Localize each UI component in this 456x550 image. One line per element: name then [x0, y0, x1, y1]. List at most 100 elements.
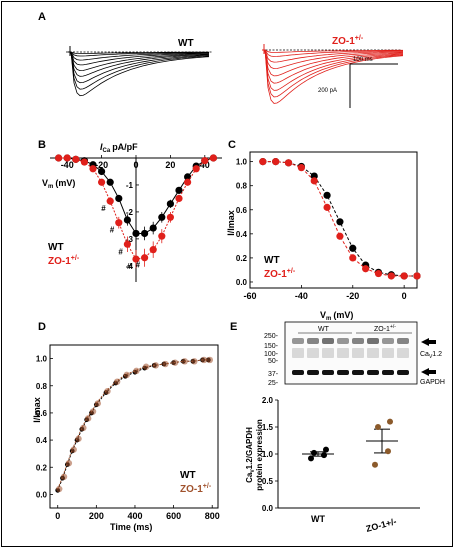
b-point — [149, 246, 157, 254]
d-plot-area: 0 200 400 600 800 0.0 0.2 0.4 0.6 0.8 1.0 — [36, 344, 220, 521]
d-legend-zo: ZO-1+/- — [180, 483, 212, 495]
marker-150: 150- — [264, 343, 279, 350]
panel-b-iv-curve: ICa pA/pF Vm (mV) -40 -20 0 20 40-1-2-3-4#### #… — [42, 142, 222, 282]
b-point — [141, 229, 149, 238]
c-x-tick-label: 0 — [402, 291, 407, 301]
b-point — [123, 240, 131, 248]
b-x-tick-label: -40 — [61, 160, 74, 170]
cav-smear — [337, 348, 349, 358]
b-point — [184, 178, 192, 186]
panel-label-c: C — [228, 139, 236, 151]
wt-trace-6 — [68, 51, 210, 77]
panel-label-d: D — [38, 321, 46, 333]
b-point — [89, 165, 97, 173]
d-frame — [49, 344, 219, 509]
d-point — [56, 485, 63, 493]
c-ylabel: I/Imax — [226, 210, 236, 236]
c-point — [323, 191, 331, 199]
gapdh-arrow-icon — [421, 368, 436, 376]
gapdh-band — [397, 370, 409, 375]
wt-traces — [68, 46, 210, 97]
c-point — [259, 158, 267, 166]
wt-trace-4 — [68, 51, 209, 66]
c-point — [400, 272, 408, 280]
d-point — [200, 356, 208, 364]
zo-trace-8 — [262, 49, 404, 98]
b-point — [166, 213, 174, 221]
d-point — [75, 435, 82, 442]
c-x-tick-label: -20 — [346, 291, 359, 301]
d-x-tick-label: 600 — [166, 511, 181, 521]
b-point — [175, 194, 183, 203]
c-y-tick-label: 1.0 — [236, 158, 248, 167]
c-x-tick-label: -60 — [243, 291, 256, 301]
c-point — [272, 158, 280, 166]
b-point — [184, 173, 192, 181]
d-point — [104, 387, 111, 395]
gapdh-band — [352, 370, 364, 375]
d-x-tick-label: 200 — [89, 511, 104, 521]
wt-trace-8 — [68, 51, 210, 90]
d-point — [152, 362, 159, 369]
wt-trace-7 — [68, 51, 210, 84]
zo-trace-4 — [262, 49, 404, 70]
d-x-tick-label: 0 — [55, 511, 60, 521]
cav-smear — [307, 348, 319, 358]
panel-e-blot: WT ZO-1+/- 250- 150- 100- 50- 37- 25- Ca… — [264, 321, 445, 387]
cav-band — [322, 338, 334, 344]
b-point — [98, 178, 106, 186]
cav-band — [352, 338, 364, 344]
d-y-tick-label: 0.6 — [36, 409, 48, 418]
c-x-tick-label: -40 — [295, 291, 308, 301]
wt-trace-3 — [68, 51, 209, 61]
zo-trace-1 — [262, 49, 403, 53]
cav-arrow-icon — [421, 338, 436, 346]
b-point — [72, 155, 80, 163]
scale-time-label: 100 ms — [353, 57, 373, 63]
b-point — [158, 232, 166, 240]
e-y-tick-label: 1.5 — [262, 423, 274, 432]
marker-37: 37- — [268, 371, 279, 378]
gapdh-band — [322, 370, 334, 375]
wt-traces-label: WT — [178, 38, 194, 49]
wt-trace-2 — [68, 51, 210, 57]
marker-250: 250- — [264, 333, 279, 340]
marker-100: 100- — [264, 351, 279, 358]
c-point — [387, 272, 395, 280]
b-point — [141, 254, 149, 262]
b-sig-marker: # — [110, 226, 115, 235]
b-point — [80, 158, 88, 166]
b-sig-marker: # — [127, 262, 132, 271]
zo-trace-5 — [262, 49, 404, 77]
panel-d-recovery: I/Imax Time (ms) 0 200 400 600 8000.00.20.40… — [32, 344, 220, 532]
e-y-tick-label: 0.0 — [262, 504, 274, 513]
b-point — [106, 197, 114, 205]
cav-band — [367, 338, 379, 344]
e-y-tick-label: 2.0 — [262, 396, 274, 405]
cav-smear — [322, 348, 334, 358]
b-y-tick-label: -1 — [126, 181, 134, 190]
zo-traces-label: ZO-1+/- — [332, 35, 364, 47]
e-ylabel-line1: CaV1.2/GAPDH — [245, 427, 256, 483]
c-point — [349, 244, 357, 252]
d-point — [80, 424, 87, 432]
c-point — [349, 254, 357, 262]
c-point — [413, 272, 421, 280]
gapdh-label: GAPDH — [420, 379, 445, 386]
e-point — [311, 449, 317, 456]
blot-label-wt: WT — [318, 326, 330, 333]
e-y-tick-label: 1.0 — [262, 450, 274, 459]
d-legend-wt: WT — [180, 470, 196, 481]
panel-a-traces: WT ZO-1+/- 100 ms 200 pA — [66, 35, 404, 108]
b-point — [106, 178, 114, 186]
b-point — [63, 154, 71, 162]
d-point — [181, 358, 188, 365]
c-point — [284, 159, 293, 167]
d-point — [70, 446, 77, 453]
d-y-tick-label: 0.0 — [36, 490, 48, 499]
b-plot-area: -40 -20 0 20 40-1-2-3-4#### # — [50, 154, 222, 282]
gapdh-band — [337, 370, 349, 375]
d-point — [162, 360, 169, 368]
cav-smear — [382, 348, 394, 358]
